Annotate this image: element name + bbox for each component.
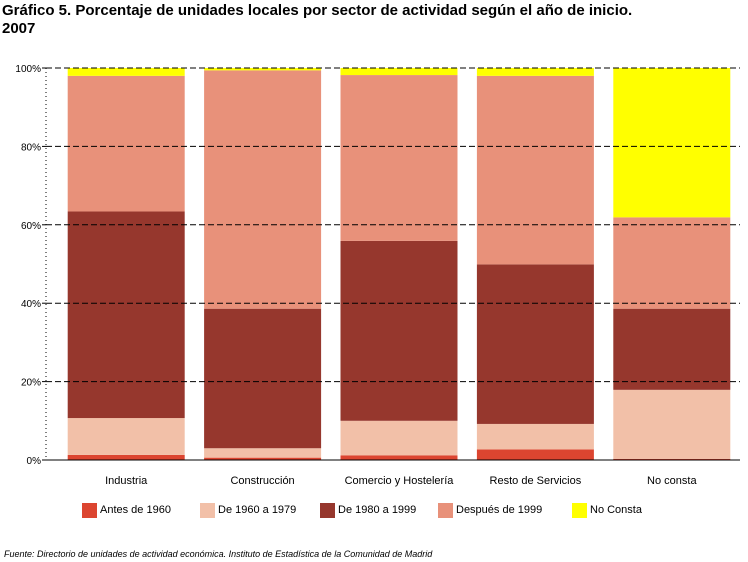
x-tick-label: Industria xyxy=(105,475,148,487)
bar-segment-3-5 xyxy=(340,68,458,76)
bar-segment-1-2 xyxy=(67,418,185,455)
legend-item-4: Después de 1999 xyxy=(438,500,542,520)
y-tick-label: 0% xyxy=(27,456,42,467)
legend-label: No Consta xyxy=(590,504,642,516)
bar-segment-4-4 xyxy=(476,75,594,265)
y-tick-label: 100% xyxy=(15,64,41,75)
y-tick-label: 40% xyxy=(21,299,41,310)
bar-segment-5-3 xyxy=(613,308,731,390)
x-tick-label: Comercio y Hostelería xyxy=(345,475,455,487)
bar-segment-5-5 xyxy=(613,68,731,218)
bar-segment-3-4 xyxy=(340,75,458,241)
bar-segment-4-1 xyxy=(476,449,594,460)
bar-segment-4-3 xyxy=(476,264,594,424)
bar-segment-2-5 xyxy=(204,68,322,71)
bar-segment-4-5 xyxy=(476,68,594,76)
bar-segment-4-2 xyxy=(476,423,594,450)
chart-legend: Antes de 1960 De 1960 a 1979 De 1980 a 199… xyxy=(82,500,702,522)
bar-segment-1-4 xyxy=(67,75,185,212)
bar-segment-1-5 xyxy=(67,68,185,76)
bar-segment-5-2 xyxy=(613,389,731,459)
bar-segment-1-3 xyxy=(67,211,185,419)
legend-swatch xyxy=(320,502,335,518)
source-note: Fuente: Directorio de unidades de activi… xyxy=(4,549,433,559)
chart-title-line1: Gráfico 5. Porcentaje de unidades locale… xyxy=(2,2,633,19)
bar-segment-3-2 xyxy=(340,420,458,456)
legend-swatch xyxy=(200,502,215,518)
legend-swatch xyxy=(82,502,97,518)
legend-item-5: No Consta xyxy=(572,500,642,520)
legend-label: Después de 1999 xyxy=(456,504,543,516)
y-tick-label: 60% xyxy=(21,221,41,232)
bar-segment-2-1 xyxy=(204,457,322,460)
bar-segment-3-3 xyxy=(340,240,458,421)
bar-segment-1-1 xyxy=(67,454,185,460)
bar-segment-5-4 xyxy=(613,217,731,309)
x-tick-label: Construcción xyxy=(230,475,294,487)
chart-title-line2: 2007 xyxy=(2,20,36,37)
bar-segment-3-1 xyxy=(340,455,458,460)
legend-swatch xyxy=(572,502,587,518)
y-tick-label: 20% xyxy=(21,378,41,389)
legend-label: Antes de 1960 xyxy=(100,504,171,516)
x-tick-label: No consta xyxy=(647,475,697,487)
x-tick-label: Resto de Servicios xyxy=(490,475,582,487)
bar-segment-2-3 xyxy=(204,308,322,449)
legend-item-3: De 1980 a 1999 xyxy=(320,500,416,520)
legend-swatch xyxy=(438,502,453,518)
bar-segment-5-1 xyxy=(613,458,731,460)
legend-item-1: Antes de 1960 xyxy=(82,500,171,520)
y-tick-label: 80% xyxy=(21,142,41,153)
bar-segment-2-2 xyxy=(204,448,322,458)
legend-item-2: De 1960 a 1979 xyxy=(200,500,296,520)
legend-label: De 1980 a 1999 xyxy=(338,504,417,516)
bar-segment-2-4 xyxy=(204,70,322,309)
stacked-bar-chart: Industria Construcción Comercio y Hosteler… xyxy=(15,64,740,487)
legend-label: De 1960 a 1979 xyxy=(218,504,297,516)
chart-title: Gráfico 5. Porcentaje de unidades locale… xyxy=(2,2,742,38)
